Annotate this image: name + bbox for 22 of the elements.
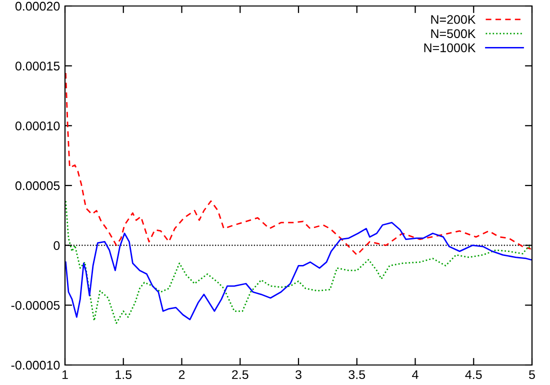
y-tick-label: 0.00010: [15, 121, 60, 130]
legend-label: N=1000K: [424, 43, 476, 52]
x-tick-label: 4.5: [465, 370, 482, 380]
x-tick-label: 3.5: [348, 370, 366, 380]
legend-label: N=500K: [431, 29, 476, 38]
x-tick-label: 2: [178, 370, 185, 379]
y-tick-label: -0.00005: [11, 300, 60, 310]
x-tick-label: 4: [412, 370, 418, 379]
line-series: [65, 200, 532, 324]
y-tick-label: -0.00010: [11, 360, 60, 370]
y-tick-label: 0.00005: [15, 181, 60, 190]
y-tick-label: 0: [54, 241, 60, 250]
line-series: [65, 222, 532, 320]
x-tick-label: 1.5: [116, 370, 132, 380]
line-series: [65, 72, 532, 256]
y-tick-label: 0.00015: [15, 62, 60, 70]
legend-label: N=200K: [431, 15, 476, 24]
y-tick-label: 0.00020: [15, 2, 60, 11]
x-tick-label: 2.5: [232, 370, 248, 380]
x-tick-label: 5: [529, 370, 535, 380]
x-tick-label: 1: [62, 370, 68, 379]
x-tick-label: 3: [296, 370, 302, 380]
